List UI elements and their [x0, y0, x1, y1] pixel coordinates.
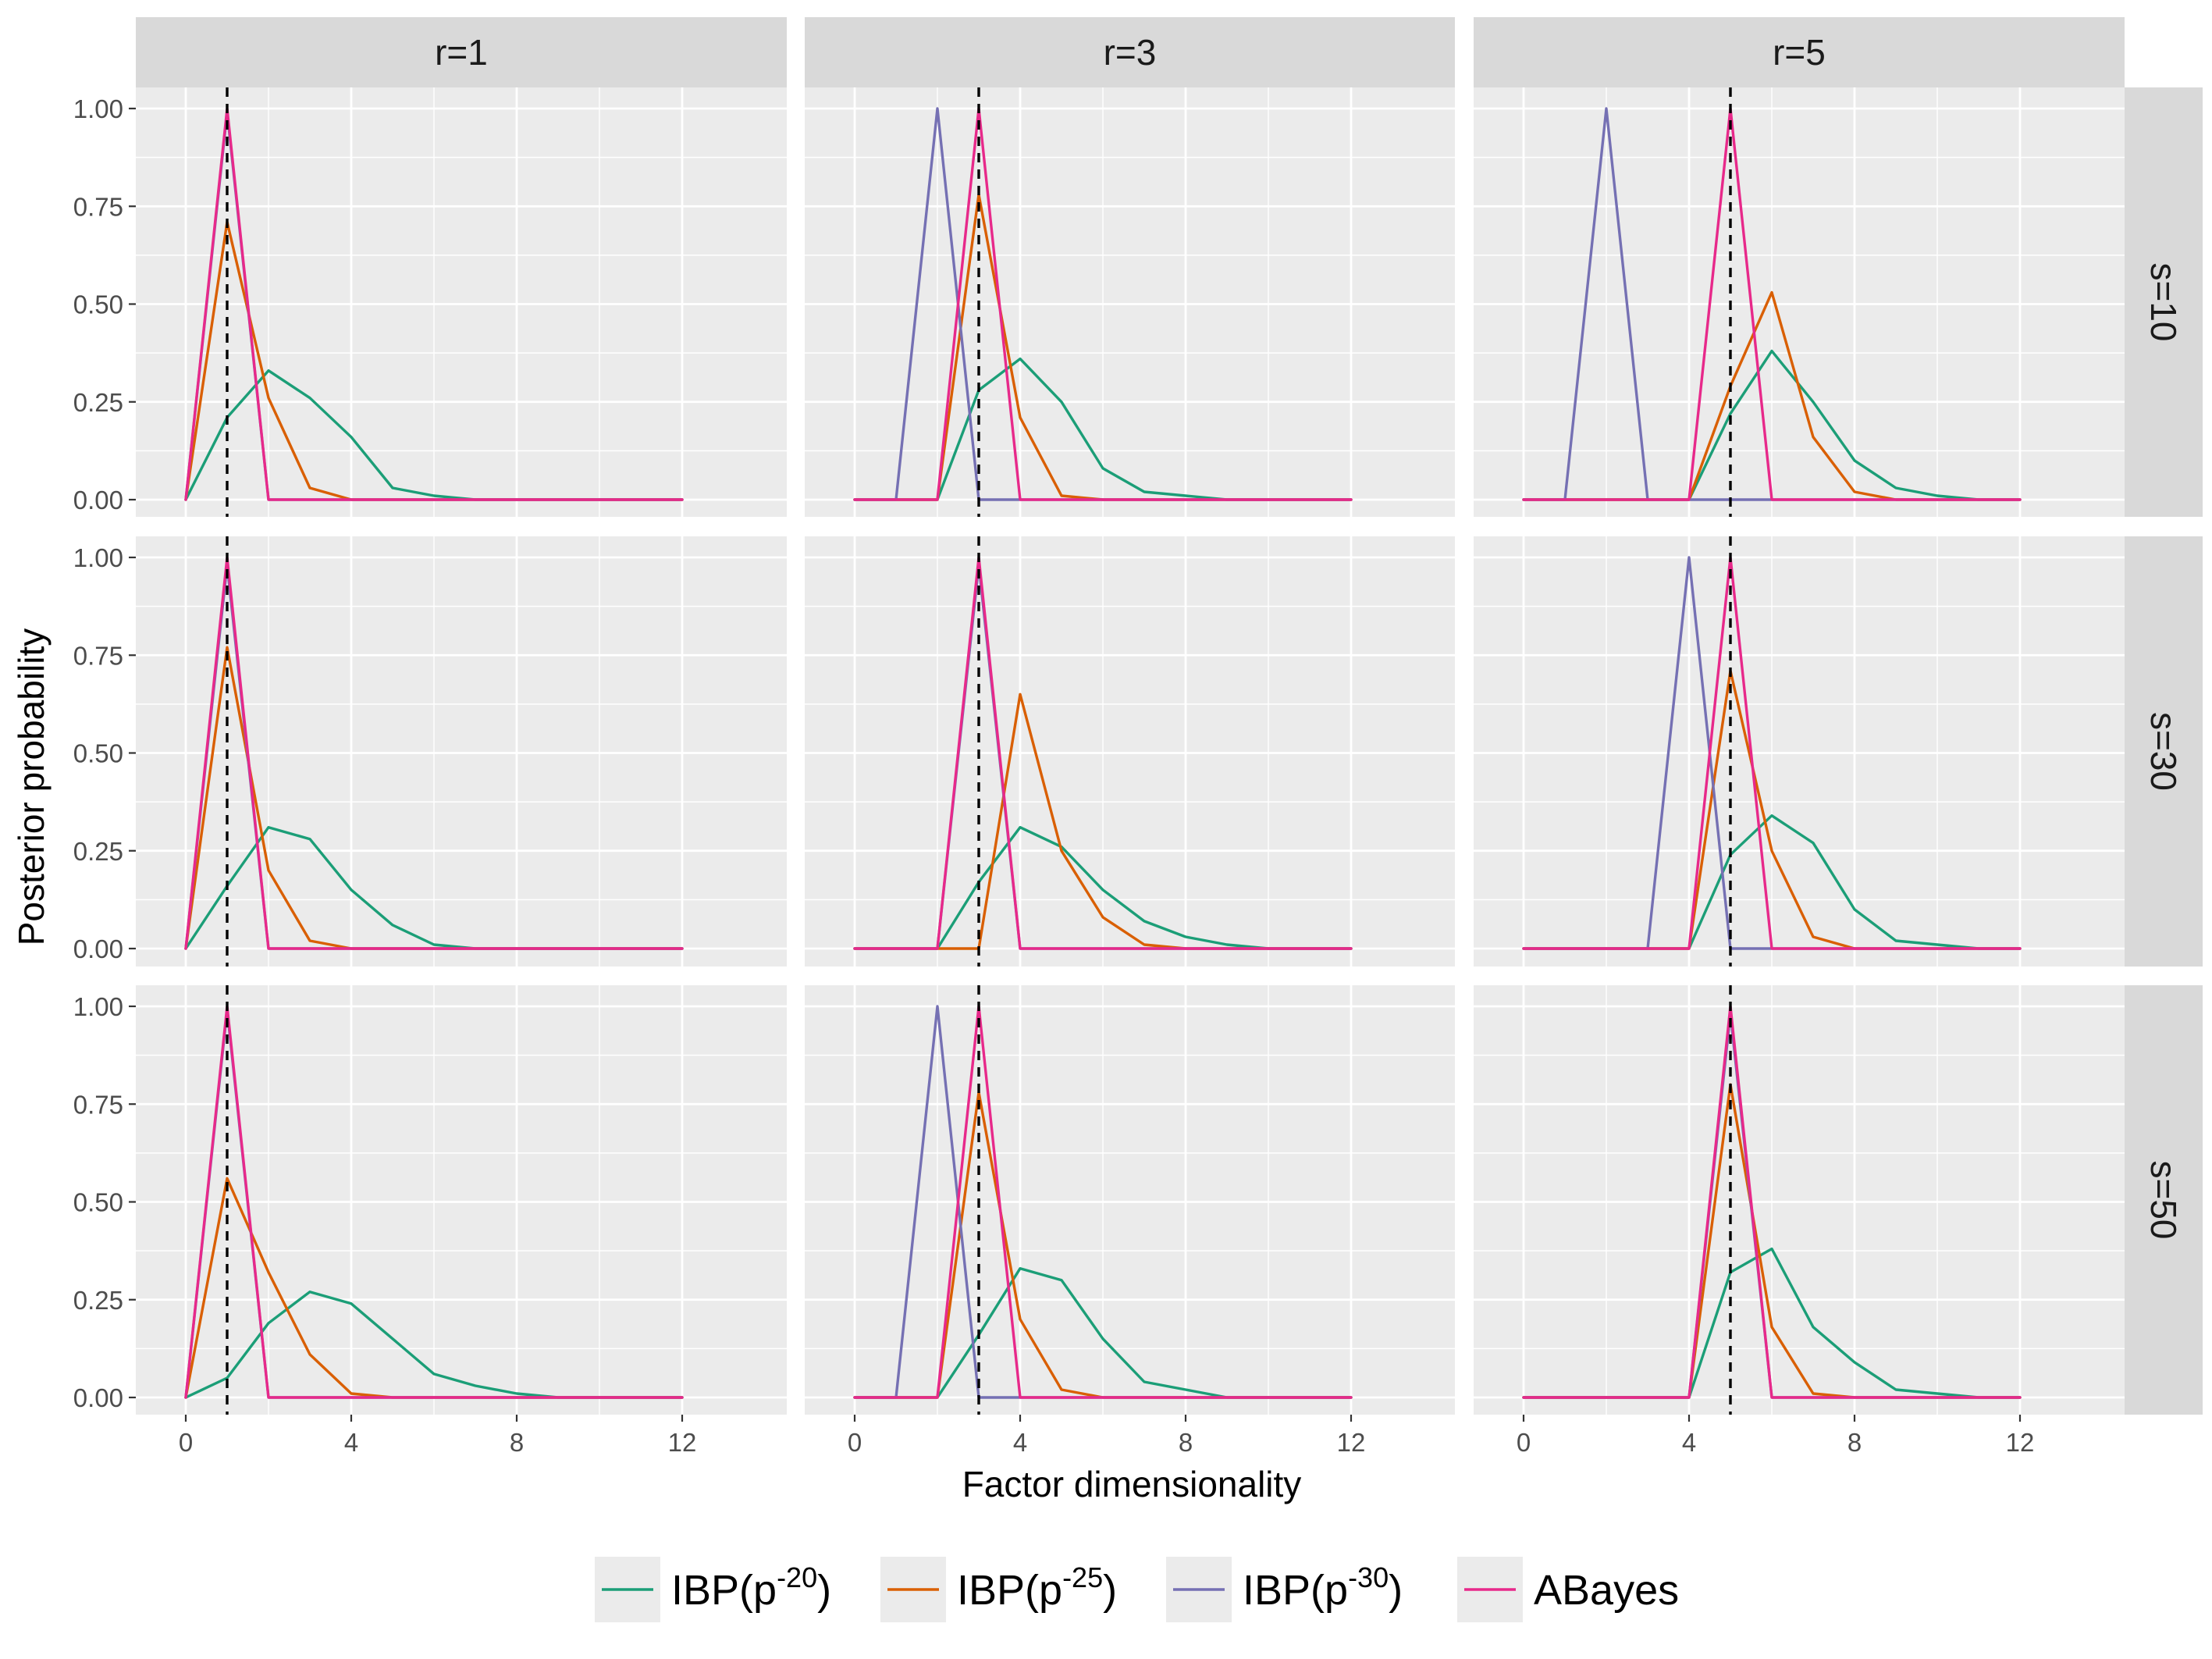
facet-panels	[136, 87, 2125, 1415]
y-tick-label: 0.25	[73, 388, 123, 417]
x-tick-label: 0	[179, 1428, 193, 1457]
panel-r1-c3	[1474, 87, 2125, 517]
panel-background	[136, 536, 787, 967]
legend-item-ibp20: IBP(p-20)	[595, 1557, 831, 1622]
x-tick-label: 12	[1337, 1428, 1366, 1457]
legend-label-close: )	[1103, 1567, 1117, 1614]
y-tick-label: 0.50	[73, 739, 123, 768]
y-tick-label: 1.00	[73, 543, 123, 572]
legend: IBP(p-20) IBP(p-25) IBP(p-30) ABayes	[595, 1557, 1679, 1622]
y-tick-label: 1.00	[73, 992, 123, 1021]
axes: 0.00 0.25 0.50 0.75 1.00 0.00 0.25 0.50 0.75 1.00…	[73, 94, 2035, 1457]
y-tick-label: 0.50	[73, 1188, 123, 1217]
y-tick-label: 0.25	[73, 837, 123, 866]
y-tick-label: 0.00	[73, 1383, 123, 1412]
x-tick-label: 4	[1013, 1428, 1027, 1457]
panel-background	[1474, 985, 2125, 1415]
panel-r1-c2	[805, 87, 1455, 517]
series-line-abayes	[853, 1005, 1353, 1399]
legend-label-superscript: -25	[1062, 1561, 1103, 1593]
x-tick-label: 4	[344, 1428, 358, 1457]
panel-r3-c2	[805, 985, 1455, 1415]
series-line-abayes	[1522, 1005, 2022, 1399]
x-tick-label: 8	[1179, 1428, 1193, 1457]
legend-label: IBP(p-30)	[1243, 1561, 1403, 1614]
legend-item-ibp25: IBP(p-25)	[880, 1557, 1117, 1622]
panel-background	[136, 985, 787, 1415]
panel-background	[1474, 87, 2125, 517]
legend-item-abayes: ABayes	[1457, 1557, 1679, 1622]
panel-background	[805, 87, 1455, 517]
column-strip	[1474, 17, 2125, 87]
legend-label-superscript: -20	[777, 1561, 817, 1593]
row-strip-label: s=30	[2143, 712, 2184, 791]
series-line-abayes	[184, 1005, 684, 1399]
column-strip-label: r=5	[1773, 32, 1826, 73]
series-line-abayes	[184, 107, 684, 501]
column-strip	[136, 17, 787, 87]
series-line-abayes	[1522, 556, 2022, 950]
legend-label-close: )	[1389, 1567, 1403, 1614]
x-tick-label: 12	[668, 1428, 697, 1457]
column-strip-label: r=3	[1104, 32, 1157, 73]
row-strip	[2125, 87, 2203, 517]
panel-background	[1474, 536, 2125, 967]
panel-r3-c1	[136, 985, 787, 1415]
panel-r1-c1	[136, 87, 787, 517]
y-axis-title: Posterior probability	[11, 628, 52, 946]
legend-label: IBP(p-25)	[957, 1561, 1117, 1614]
panel-background	[805, 536, 1455, 967]
y-tick-label: 0.50	[73, 290, 123, 319]
x-tick-label: 0	[1517, 1428, 1531, 1457]
legend-label-superscript: -30	[1348, 1561, 1389, 1593]
series-line-abayes	[184, 556, 684, 950]
y-tick-label: 0.00	[73, 486, 123, 514]
y-tick-label: 0.75	[73, 641, 123, 670]
y-tick-label: 1.00	[73, 94, 123, 123]
legend-label-base: IBP(p	[957, 1567, 1062, 1614]
panel-background	[136, 87, 787, 517]
row-strip-label: s=50	[2143, 1160, 2184, 1239]
series-line-abayes	[853, 107, 1353, 501]
x-axis-title: Factor dimensionality	[962, 1464, 1302, 1504]
legend-item-ibp30: IBP(p-30)	[1166, 1557, 1403, 1622]
column-strip-label: r=1	[435, 32, 488, 73]
column-strip	[805, 17, 1455, 87]
y-tick-label: 0.75	[73, 1090, 123, 1119]
panel-r2-c2	[805, 536, 1455, 967]
legend-label-close: )	[817, 1567, 831, 1614]
row-strip-label: s=10	[2143, 262, 2184, 341]
row-strip	[2125, 985, 2203, 1415]
x-tick-label: 12	[2006, 1428, 2035, 1457]
panel-r2-c1	[136, 536, 787, 967]
series-line-abayes	[1522, 107, 2022, 501]
y-tick-label: 0.00	[73, 935, 123, 963]
panel-r3-c3	[1474, 985, 2125, 1415]
legend-label: ABayes	[1534, 1567, 1679, 1614]
panel-r2-c3	[1474, 536, 2125, 967]
row-strip	[2125, 536, 2203, 967]
x-tick-label: 8	[1847, 1428, 1862, 1457]
x-tick-label: 8	[510, 1428, 524, 1457]
legend-label: IBP(p-20)	[671, 1561, 831, 1614]
legend-label-base: IBP(p	[1243, 1567, 1348, 1614]
panel-background	[805, 985, 1455, 1415]
facet-strips: r=1 r=3 r=5 s=10 s=30 s=50	[136, 17, 2203, 1415]
y-tick-label: 0.25	[73, 1286, 123, 1315]
series-line-abayes	[853, 556, 1353, 950]
legend-label-base: IBP(p	[671, 1567, 777, 1614]
y-tick-label: 0.75	[73, 192, 123, 221]
x-tick-label: 0	[848, 1428, 862, 1457]
x-tick-label: 4	[1682, 1428, 1696, 1457]
